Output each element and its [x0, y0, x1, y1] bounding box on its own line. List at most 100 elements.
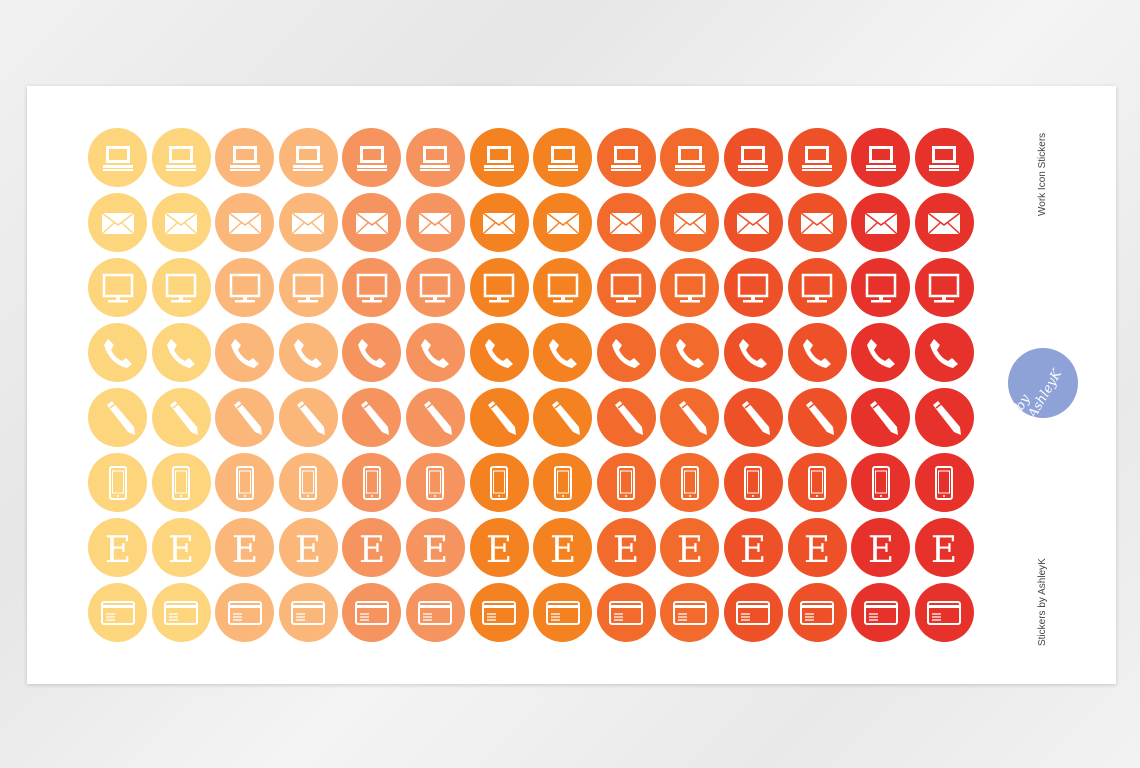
- sticker: [342, 388, 402, 447]
- laptop-icon: [802, 145, 833, 171]
- sticker: [342, 128, 402, 187]
- sticker: [723, 193, 783, 252]
- sticker: E: [215, 518, 275, 577]
- sticker: [215, 388, 275, 447]
- letter-e-icon: E: [677, 530, 703, 570]
- credit-card-icon: [354, 600, 389, 625]
- laptop-icon: [547, 145, 578, 171]
- sticker: [151, 128, 211, 187]
- sticker: [151, 453, 211, 512]
- sticker: [723, 323, 783, 382]
- phone-icon: [675, 338, 704, 368]
- sticker: [787, 583, 847, 642]
- phone-icon: [866, 338, 895, 368]
- pencil-icon: [360, 400, 389, 435]
- sticker: [914, 193, 974, 252]
- envelope-icon: [800, 211, 834, 235]
- credit-card-icon: [291, 600, 326, 625]
- smartphone-icon: [426, 465, 445, 500]
- pencil-icon: [678, 400, 707, 435]
- sticker: [660, 128, 720, 187]
- svg-text:E: E: [740, 530, 766, 570]
- sticker: [151, 388, 211, 447]
- sticker: [215, 258, 275, 317]
- envelope-icon: [100, 211, 135, 235]
- sticker: E: [88, 518, 147, 577]
- sticker: [851, 128, 911, 187]
- sticker: [405, 453, 465, 512]
- laptop-icon: [356, 145, 387, 171]
- sticker: [278, 193, 338, 252]
- letter-e-icon: E: [168, 530, 194, 570]
- sticker: [215, 128, 275, 187]
- phone-icon: [421, 338, 450, 368]
- phone-icon: [357, 338, 386, 368]
- credit-card-icon: [863, 600, 898, 625]
- phone-icon: [548, 338, 577, 368]
- svg-text:E: E: [359, 530, 385, 570]
- svg-text:E: E: [104, 530, 130, 570]
- monitor-icon: [229, 273, 260, 302]
- pencil-icon: [170, 400, 199, 435]
- sticker: [342, 453, 402, 512]
- sticker: [88, 323, 147, 382]
- pencil-icon: [106, 400, 135, 435]
- sticker: [723, 583, 783, 642]
- sticker: [723, 258, 783, 317]
- sticker: [851, 583, 911, 642]
- letter-e-icon: E: [804, 530, 830, 570]
- laptop-icon: [674, 145, 705, 171]
- sticker: [405, 128, 465, 187]
- sticker: [278, 258, 338, 317]
- sticker: [88, 388, 147, 447]
- credit-card-icon: [736, 600, 771, 625]
- sticker: [533, 453, 593, 512]
- envelope-icon: [164, 211, 198, 235]
- sticker: [723, 128, 783, 187]
- sticker: [914, 583, 974, 642]
- envelope-icon: [355, 211, 389, 235]
- pencil-icon: [488, 400, 517, 435]
- letter-e-icon: E: [740, 530, 766, 570]
- credit-card-icon: [418, 600, 453, 625]
- pencil-icon: [615, 400, 644, 435]
- pencil-icon: [233, 400, 262, 435]
- sticker: [88, 128, 147, 187]
- sticker: [914, 453, 974, 512]
- sticker: [723, 388, 783, 447]
- svg-text:E: E: [295, 530, 321, 570]
- sticker: [215, 193, 275, 252]
- sticker: [596, 128, 656, 187]
- sticker: [533, 323, 593, 382]
- credit-card-icon: [164, 600, 199, 625]
- sticker: E: [469, 518, 529, 577]
- svg-text:E: E: [486, 530, 512, 570]
- sticker: [596, 453, 656, 512]
- sticker: [533, 583, 593, 642]
- svg-text:E: E: [550, 530, 576, 570]
- sticker: [151, 323, 211, 382]
- phone-icon: [294, 338, 323, 368]
- svg-text:E: E: [804, 530, 830, 570]
- credit-card-icon: [545, 600, 580, 625]
- smartphone-icon: [108, 465, 127, 500]
- sticker: [88, 258, 147, 317]
- sticker: E: [278, 518, 338, 577]
- sticker: [851, 258, 911, 317]
- sticker: [914, 258, 974, 317]
- credit-card-icon: [800, 600, 835, 625]
- credit-card-icon: [672, 600, 707, 625]
- sticker: [278, 583, 338, 642]
- sticker: [342, 583, 402, 642]
- pencil-icon: [933, 400, 962, 435]
- sticker: [596, 388, 656, 447]
- phone-icon: [167, 338, 196, 368]
- sticker: E: [405, 518, 465, 577]
- sticker: [533, 388, 593, 447]
- sticker: E: [151, 518, 211, 577]
- sticker: [851, 323, 911, 382]
- letter-e-icon: E: [359, 530, 385, 570]
- letter-e-icon: E: [486, 530, 512, 570]
- sticker: [342, 258, 402, 317]
